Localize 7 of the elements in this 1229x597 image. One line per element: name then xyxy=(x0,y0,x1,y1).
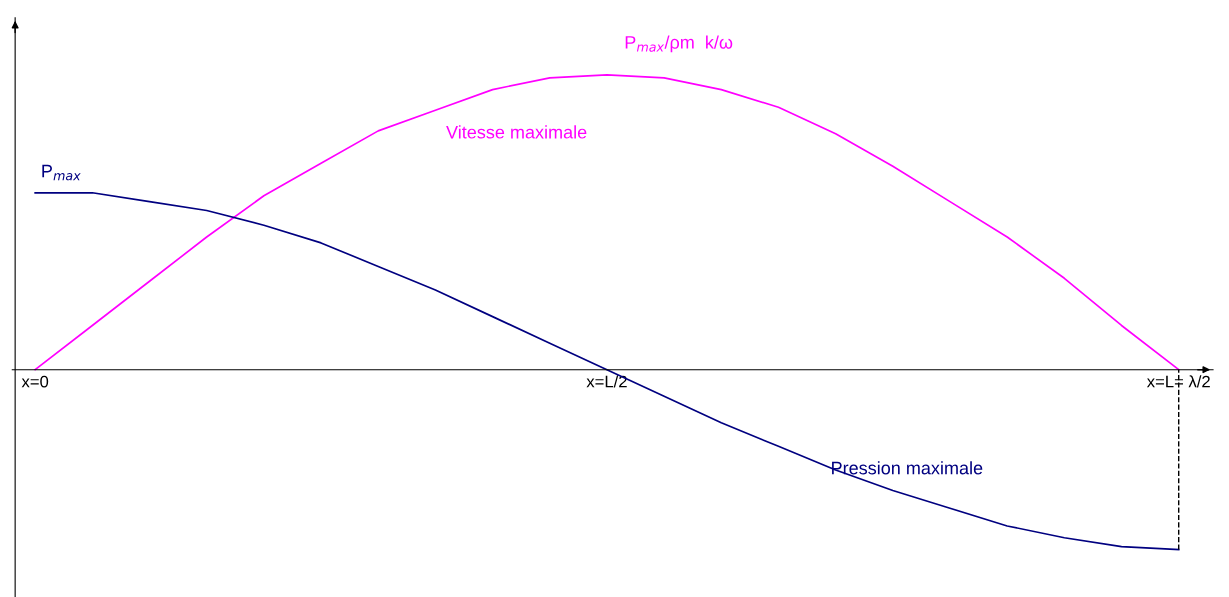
text: P$_{max}$/ρm k/ω xyxy=(625,35,733,53)
x-tick-label: x=0 xyxy=(21,375,49,388)
annotation: P$_{max}$ xyxy=(42,164,81,181)
x-tick-label: x=L= λ/2 xyxy=(1146,375,1210,388)
x-tick-label: x=L/2 xyxy=(586,375,627,388)
series-label: Pression maximale xyxy=(832,461,983,475)
series-label: Vitesse maximale xyxy=(446,125,587,139)
